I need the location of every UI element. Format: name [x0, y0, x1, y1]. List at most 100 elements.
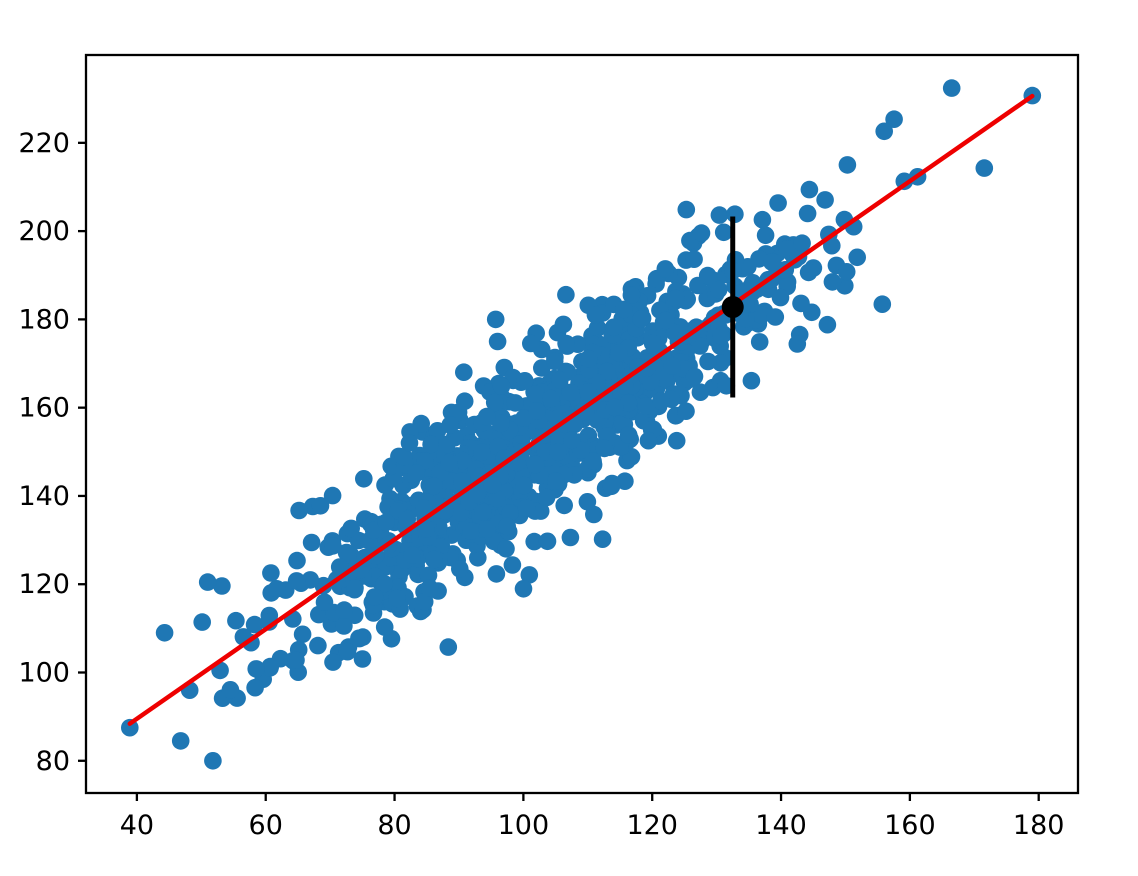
- scatter-point: [619, 426, 638, 444]
- scatter-point: [473, 443, 491, 462]
- scatter-point: [677, 402, 695, 421]
- scatter-point: [698, 266, 717, 285]
- scatter-point: [492, 377, 511, 396]
- scatter-point: [267, 580, 286, 598]
- y-tick-label: 160: [18, 393, 70, 424]
- scatter-point: [545, 352, 564, 371]
- scatter-point: [885, 110, 903, 128]
- scatter-point: [522, 334, 540, 353]
- scatter-point: [416, 452, 434, 470]
- scatter-point: [398, 510, 417, 529]
- scatter-point: [616, 472, 634, 491]
- scatter-point: [193, 613, 211, 631]
- scatter-point: [394, 448, 413, 466]
- scatter-point: [288, 551, 306, 570]
- scatter-point: [793, 234, 811, 252]
- scatter-point: [204, 752, 222, 770]
- scatter-point: [848, 248, 866, 267]
- scatter-point: [691, 383, 710, 402]
- scatter-point: [551, 371, 569, 390]
- scatter-point: [440, 453, 458, 472]
- scatter-point: [667, 431, 686, 450]
- scatter-point: [542, 389, 560, 408]
- scatter-point: [526, 385, 544, 403]
- scatter-point: [753, 210, 772, 229]
- scatter-point: [400, 434, 419, 452]
- scatter-point: [245, 615, 264, 634]
- x-tick-label: 180: [1013, 810, 1065, 841]
- scatter-point: [441, 416, 460, 434]
- scatter-point: [425, 550, 443, 569]
- scatter-point: [588, 319, 607, 337]
- scatter-point: [498, 517, 516, 536]
- scatter-point: [561, 383, 580, 402]
- scatter-point: [335, 601, 354, 619]
- scatter-point: [593, 530, 612, 548]
- scatter-point: [766, 308, 785, 326]
- scatter-point: [579, 383, 598, 401]
- scatter-point: [656, 260, 675, 278]
- scatter-point: [579, 349, 598, 368]
- scatter-point: [838, 156, 857, 174]
- plot-border: [84, 53, 1080, 795]
- scatter-point: [677, 200, 696, 219]
- scatter-point: [468, 485, 486, 504]
- prediction-point: [721, 296, 744, 319]
- scatter-point: [478, 520, 497, 538]
- scatter-point: [578, 493, 597, 511]
- scatter-point: [685, 250, 703, 268]
- scatter-point: [584, 452, 602, 471]
- y-tick-label: 100: [18, 658, 70, 689]
- y-tick-label: 180: [18, 304, 70, 335]
- scatter-point: [792, 294, 810, 313]
- scatter-point: [324, 653, 342, 671]
- scatter-point: [477, 407, 496, 426]
- scatter-point: [619, 394, 638, 412]
- scatter-point: [942, 79, 961, 97]
- x-tick-label: 120: [626, 810, 678, 841]
- scatter-point: [422, 435, 440, 454]
- scatter-point: [816, 191, 834, 209]
- scatter-point: [486, 310, 505, 329]
- scatter-point: [488, 332, 507, 351]
- scatter-point: [417, 520, 435, 538]
- scatter-point: [602, 477, 621, 496]
- scatter-point: [315, 593, 334, 611]
- scatter-point: [615, 300, 633, 319]
- scatter-point: [769, 194, 787, 212]
- scatter-point: [837, 263, 856, 281]
- scatter-point: [171, 732, 190, 750]
- scatter-point: [799, 263, 818, 282]
- scatter-point: [875, 122, 893, 141]
- scatter-point: [487, 490, 506, 508]
- scatter-point: [823, 273, 842, 291]
- scatter-point: [537, 488, 556, 507]
- scatter-point: [290, 501, 308, 520]
- x-tick-label: 140: [755, 810, 807, 841]
- scatter-point: [287, 651, 305, 669]
- scatter-point: [639, 431, 658, 450]
- scatter-point: [788, 335, 807, 353]
- scatter-point: [338, 642, 357, 661]
- scatter-point: [221, 681, 240, 699]
- scatter-point: [247, 660, 265, 678]
- scatter-point: [547, 472, 565, 490]
- regression-line: [127, 93, 1035, 726]
- scatter-point: [800, 180, 819, 199]
- scatter-point: [451, 560, 469, 578]
- scatter-point: [483, 476, 502, 494]
- scatter-point: [487, 565, 506, 583]
- scatter-point: [549, 443, 567, 462]
- scatter-point: [711, 354, 730, 372]
- scatter-point: [557, 334, 575, 353]
- scatter-point: [462, 522, 480, 540]
- scatter-point: [506, 394, 524, 412]
- scatter-point: [525, 532, 543, 551]
- scatter-point: [420, 579, 439, 597]
- scatter-point: [557, 285, 575, 304]
- scatter-point: [637, 397, 656, 416]
- scatter-point: [469, 549, 487, 567]
- scatter-point: [714, 223, 733, 242]
- scatter-point: [632, 310, 650, 328]
